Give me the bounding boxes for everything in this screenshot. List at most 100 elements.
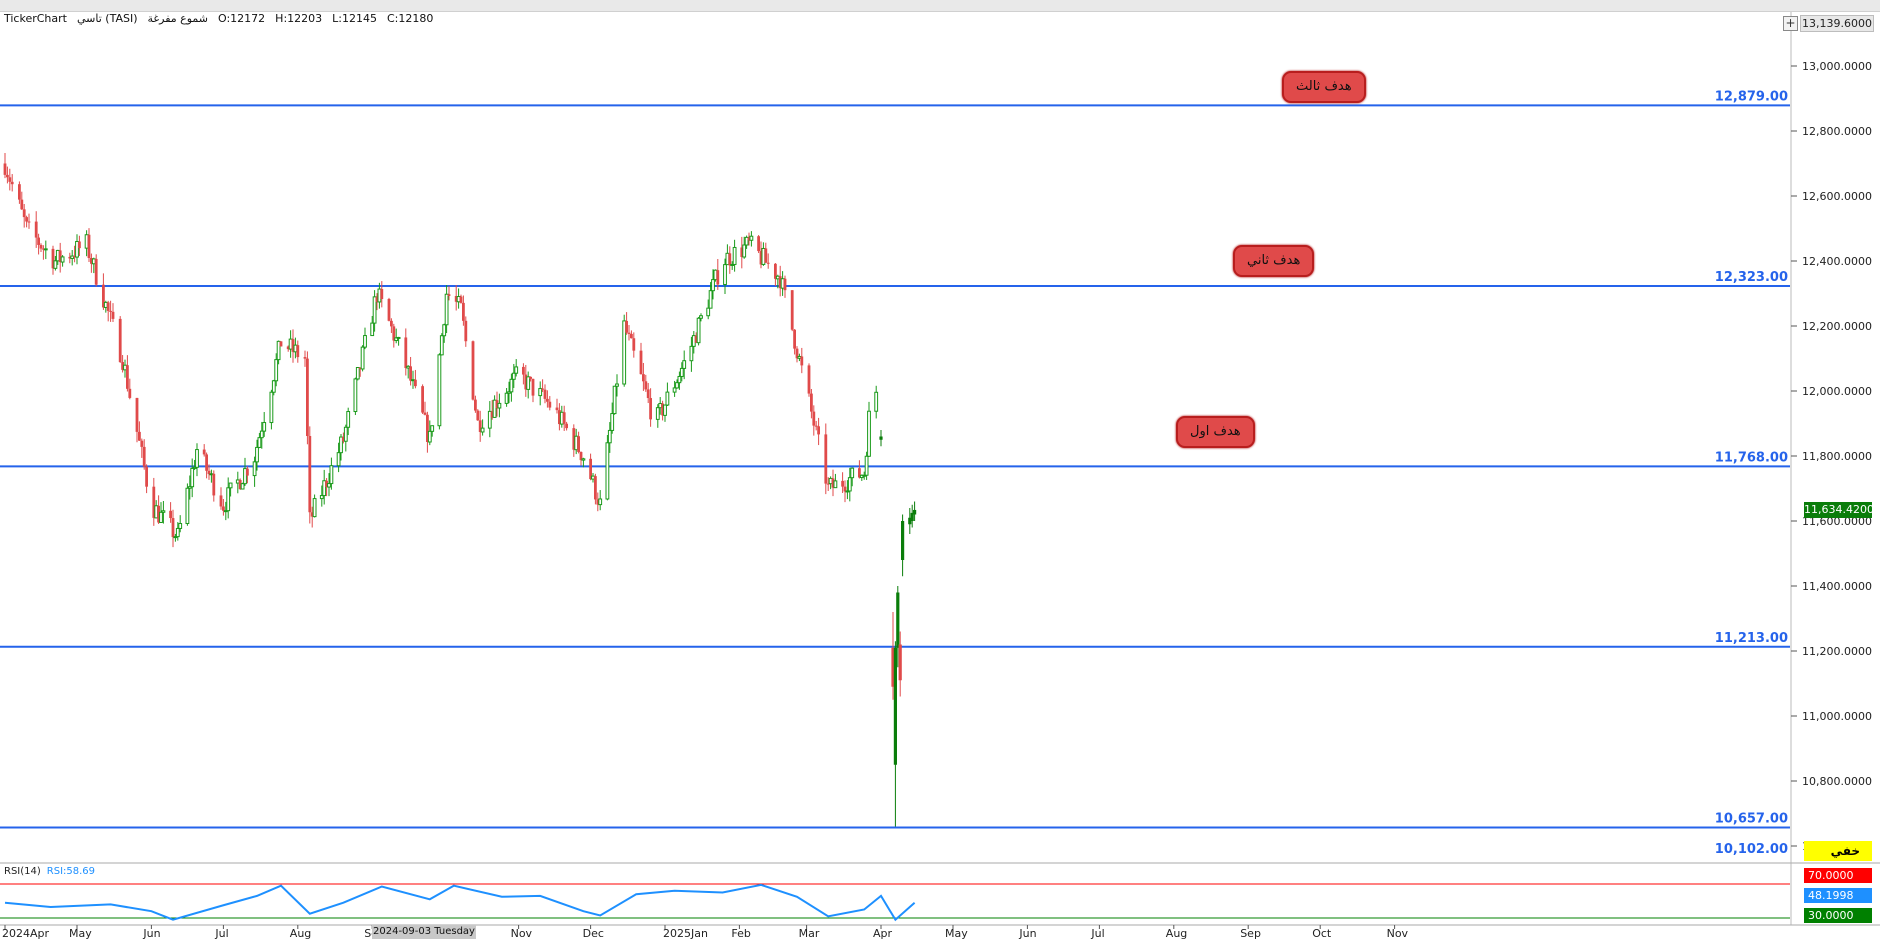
candle-body	[596, 499, 600, 505]
candle-body	[240, 483, 245, 490]
x-tick-label: May	[69, 927, 92, 940]
candle-body	[639, 350, 643, 375]
candle-body	[672, 387, 677, 393]
level-label: 11,213.00	[1715, 631, 1788, 646]
y-tick-label: 11,400.0000	[1802, 580, 1872, 593]
candle-body	[152, 486, 156, 518]
candle-body	[102, 284, 105, 308]
x-tick-label: 2025Jan	[663, 927, 708, 940]
x-tick-label: Jun	[142, 927, 160, 940]
target-first[interactable]: هدف اول	[1176, 416, 1255, 448]
candle-body	[761, 247, 766, 265]
candle-body	[716, 270, 720, 285]
candle-body	[271, 380, 276, 393]
candle-body	[594, 476, 597, 500]
y-tick-label: 11,600.0000	[1802, 515, 1872, 528]
header-symbol: تاسي (TASI)	[76, 12, 138, 25]
candle-body	[325, 480, 328, 488]
candle-body	[691, 335, 696, 347]
candle-body	[205, 454, 208, 471]
candle-body	[319, 495, 324, 500]
candle-body	[111, 311, 115, 319]
x-tick-label: Jul	[214, 927, 228, 940]
candle-body	[879, 436, 883, 440]
candle-body	[874, 391, 879, 412]
candle-body	[572, 428, 576, 450]
top-toolbar	[0, 0, 1880, 12]
candle-body	[891, 647, 895, 687]
candle-body	[807, 365, 811, 394]
candle-body	[723, 264, 727, 285]
candle-body	[442, 324, 447, 337]
rsi-title: RSI(14) RSI:58.69	[4, 866, 95, 877]
candle-body	[195, 449, 199, 468]
candle-body	[58, 250, 62, 263]
candle-body	[346, 411, 351, 428]
y-tick-label: 12,800.0000	[1802, 125, 1872, 138]
candle-body	[142, 446, 146, 467]
chart-header: TickerChart تاسي (TASI) شموع مفرغة O:12172 H…	[4, 12, 443, 25]
candle-body	[749, 235, 754, 241]
candle-body	[893, 647, 897, 765]
x-tick-label: 2024Apr	[2, 927, 50, 940]
candle-body	[913, 509, 917, 515]
candle-body	[574, 435, 579, 451]
candle-body	[658, 403, 663, 409]
x-tick-label: Dec	[583, 927, 604, 940]
candle-body	[392, 326, 396, 341]
candle-body	[708, 290, 713, 309]
candle-body	[581, 458, 586, 461]
candle-body	[541, 388, 544, 390]
candle-body	[426, 414, 429, 442]
level-label: 11,768.00	[1715, 450, 1788, 465]
candle-body	[22, 209, 26, 218]
candle-body	[831, 478, 835, 488]
candle-body	[775, 275, 780, 280]
candle-body	[677, 375, 682, 384]
candle-body	[329, 465, 334, 485]
candle-body	[524, 374, 528, 390]
candle-body	[622, 320, 627, 385]
x-tick-label: Aug	[290, 927, 311, 940]
candle-body	[187, 486, 192, 489]
candle-body	[322, 480, 327, 497]
candle-body	[259, 430, 264, 439]
candle-body	[615, 383, 619, 387]
target-third[interactable]: هدف ثالث	[1282, 71, 1366, 103]
candle-body	[53, 260, 58, 269]
hide-button[interactable]: خفي	[1804, 841, 1872, 861]
candle-body	[175, 527, 180, 538]
x-tick-label: Feb	[731, 927, 750, 940]
candle-body	[795, 348, 799, 359]
candle-body	[109, 310, 112, 312]
candle-body	[630, 333, 633, 339]
candle-body	[39, 244, 43, 249]
candle-body	[380, 289, 384, 300]
candle-body	[123, 364, 127, 371]
candle-body	[140, 440, 144, 447]
target-second[interactable]: هدف ثاني	[1233, 245, 1315, 277]
header-high: H:12203	[275, 12, 323, 25]
candle-body	[778, 276, 782, 289]
candle-body	[243, 468, 247, 485]
candle-body	[824, 434, 828, 484]
candle-body	[363, 335, 367, 348]
candle-body	[511, 372, 516, 380]
header-open: O:12172	[218, 12, 266, 25]
candle-body	[404, 337, 408, 369]
candle-body	[783, 278, 787, 291]
y-tick-label: 11,000.0000	[1802, 710, 1872, 723]
candle-body	[694, 335, 698, 343]
candle-body	[414, 379, 417, 387]
candle-body	[742, 244, 747, 258]
add-icon[interactable]: +	[1783, 16, 1798, 31]
candle-body	[526, 376, 531, 390]
candle-body	[255, 446, 259, 463]
candle-body	[682, 360, 687, 369]
candle-body	[833, 480, 838, 489]
candle-body	[154, 505, 159, 519]
candle-body	[766, 262, 770, 264]
candle-body	[128, 388, 132, 398]
candle-body	[78, 241, 81, 249]
